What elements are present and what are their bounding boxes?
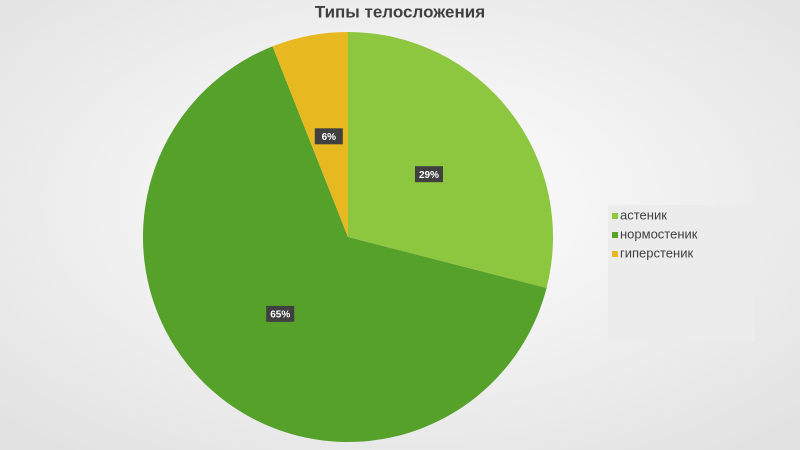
data-label-box [266, 305, 295, 322]
legend-label: гиперстеник [620, 245, 693, 260]
legend-marker [612, 232, 618, 238]
chart-title: Типы телосложения [315, 2, 485, 21]
data-label: 29% [419, 170, 439, 181]
legend-box [608, 205, 755, 342]
legend-marker [612, 213, 618, 219]
legend-label: нормостеник [620, 226, 698, 241]
legend-label: астеник [620, 207, 667, 222]
pie-slice [272, 32, 348, 237]
data-label: 65% [270, 310, 290, 321]
data-label-box [314, 128, 343, 145]
data-label-box [414, 166, 443, 183]
legend-marker [612, 251, 618, 257]
pie-slice [142, 46, 547, 443]
data-label: 6% [322, 132, 337, 143]
pie-slice [348, 32, 553, 288]
